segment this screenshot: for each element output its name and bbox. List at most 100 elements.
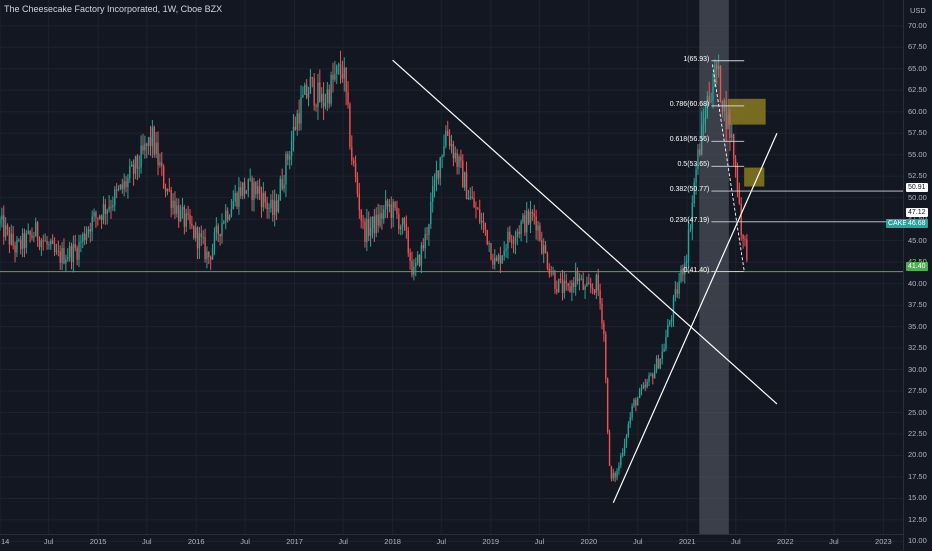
x-tick-label: Jul [141, 537, 152, 546]
candle-body [482, 220, 485, 223]
price-axis[interactable] [903, 0, 932, 550]
candle-body [544, 245, 547, 254]
candle-body [672, 297, 675, 319]
y-tick-label: 32.50 [908, 343, 927, 353]
candle-body [343, 67, 345, 79]
candle-body [518, 231, 520, 234]
candle-body [702, 121, 705, 125]
candle-body [360, 210, 362, 221]
candle-body [170, 189, 172, 208]
candle-body [511, 239, 513, 244]
candle-body [134, 156, 137, 174]
candle-body [670, 318, 673, 322]
candle-body [691, 203, 693, 229]
candle-body [644, 384, 646, 388]
candle-body [290, 141, 293, 157]
candle-body [315, 105, 317, 107]
candle-body [277, 200, 280, 212]
candle-body [59, 251, 61, 263]
candle-body [736, 165, 739, 191]
x-tick-label: Jul [338, 537, 348, 546]
candle-body [63, 248, 65, 264]
time-axis[interactable] [0, 534, 903, 551]
candle-body [89, 228, 91, 232]
candle-body [437, 170, 440, 179]
candle-body [699, 149, 701, 155]
candle-body [36, 222, 39, 240]
candle-body [400, 226, 402, 230]
candle-body [578, 278, 581, 281]
candle-body [18, 239, 20, 241]
candle-body [16, 240, 18, 253]
candle-body [238, 187, 240, 207]
candle-body [181, 207, 184, 210]
candle-body [200, 233, 202, 238]
candle-body [332, 75, 334, 80]
x-tick-label: Jul [632, 537, 643, 546]
candle-body [413, 266, 415, 275]
candle-body [529, 211, 532, 224]
candle-body [132, 164, 135, 174]
candle-body [0, 219, 1, 224]
candle-body [262, 192, 265, 208]
candle-body [435, 170, 438, 180]
candle-body [82, 233, 84, 242]
candle-body [383, 209, 385, 219]
candle-body [46, 240, 48, 245]
candle-body [211, 248, 214, 260]
candle-body [603, 323, 605, 335]
candle-body [640, 388, 643, 390]
ticker-badge: CAKE [886, 219, 910, 228]
candle-body [559, 278, 562, 280]
candle-body [78, 242, 80, 260]
candle-body [501, 255, 503, 264]
candle-body [226, 210, 229, 220]
candle-body [136, 156, 139, 169]
candle-body [185, 213, 187, 227]
candle-body [302, 94, 304, 98]
candle-body [460, 156, 462, 161]
candle-body [373, 216, 376, 234]
supply-zone [727, 98, 766, 125]
candle-body [298, 113, 300, 124]
trend-line [612, 132, 778, 503]
candle-body [55, 250, 58, 252]
fib-label: 0.5(53.65) [677, 161, 710, 169]
candle-body [317, 82, 319, 107]
y-tick-label: 57.50 [908, 128, 927, 138]
candle-body [687, 229, 690, 261]
candle-body [223, 221, 225, 224]
candle-body [465, 172, 468, 200]
candle-body [477, 208, 479, 210]
y-tick-label: 27.50 [908, 386, 927, 396]
candle-body [272, 199, 274, 216]
candle-body [695, 169, 697, 183]
candle-body [221, 223, 223, 237]
candle-body [172, 200, 174, 208]
candle-body [516, 231, 519, 237]
candle-body [591, 287, 594, 290]
candle-body [270, 199, 272, 209]
candle-body [539, 225, 541, 241]
candle-body [520, 221, 522, 234]
candle-body [537, 225, 539, 231]
candle-body [44, 240, 46, 242]
x-tick-label: 2020 [580, 537, 598, 546]
candle-body [386, 200, 389, 207]
candle-body [3, 215, 5, 237]
fib-label: 0.786(60.68) [669, 100, 710, 108]
candle-body [19, 239, 22, 249]
candle-body [97, 217, 99, 219]
candle-body [507, 231, 509, 249]
candle-body [407, 230, 409, 253]
candle-body [556, 288, 558, 293]
candle-body [12, 233, 14, 246]
candle-body [157, 142, 159, 166]
candle-body [646, 381, 648, 388]
candle-body [138, 167, 140, 169]
candle-body [512, 243, 515, 244]
candle-body [155, 142, 157, 155]
candle-body [621, 452, 624, 456]
